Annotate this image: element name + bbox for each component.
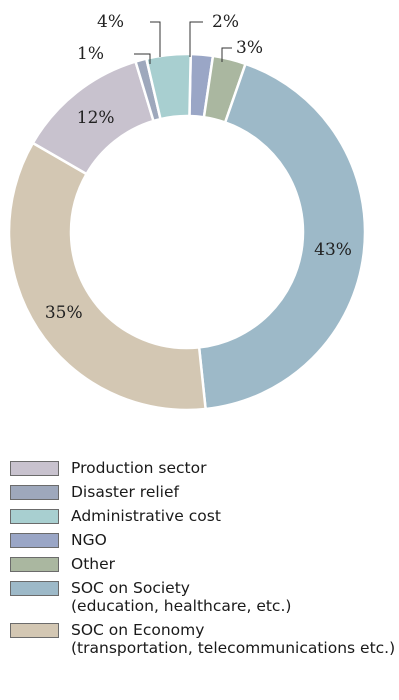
legend-item-soc-on-society: SOC on Society (education, healthcare, e… bbox=[10, 579, 395, 615]
legend-item-administrative-cost: Administrative cost bbox=[10, 507, 395, 525]
donut-chart: 2% 3% 43% 35% 12% 1% 4% bbox=[7, 12, 367, 412]
leader-line-ngo bbox=[189, 21, 203, 57]
legend-label: Production sector bbox=[71, 459, 207, 477]
legend-swatch bbox=[10, 485, 59, 500]
legend-item-ngo: NGO bbox=[10, 531, 395, 549]
slice-label-soc-on-economy: 35% bbox=[45, 303, 83, 323]
chart-legend: Production sector Disaster relief Admini… bbox=[10, 459, 395, 663]
slice-soc-on-economy bbox=[7, 141, 207, 412]
legend-label: Administrative cost bbox=[71, 507, 221, 525]
legend-sublabel: (transportation, telecommunications etc.… bbox=[71, 639, 396, 657]
donut-labels: 2% 3% 43% 35% 12% 1% 4% bbox=[45, 12, 352, 323]
legend-label: Disaster relief bbox=[71, 483, 179, 501]
legend-swatch bbox=[10, 581, 59, 596]
slice-label-production-sector: 12% bbox=[77, 108, 115, 128]
legend-label: SOC on Economy bbox=[71, 621, 205, 639]
slice-soc-on-society bbox=[197, 62, 367, 411]
legend-swatch bbox=[10, 533, 59, 548]
legend-label: NGO bbox=[71, 531, 107, 549]
legend-item-disaster-relief: Disaster relief bbox=[10, 483, 395, 501]
slice-label-ngo: 2% bbox=[212, 12, 239, 32]
leader-line-disaster-relief bbox=[134, 53, 151, 64]
leader-line-administrative-cost bbox=[150, 21, 161, 57]
legend-label: Other bbox=[71, 555, 116, 573]
donut-slices bbox=[7, 52, 367, 412]
legend-swatch bbox=[10, 623, 59, 638]
legend-swatch bbox=[10, 461, 59, 476]
legend-label: SOC on Society bbox=[71, 579, 190, 597]
legend-item-production-sector: Production sector bbox=[10, 459, 395, 477]
legend-swatch bbox=[10, 509, 59, 524]
legend-item-soc-on-economy: SOC on Economy (transportation, telecomm… bbox=[10, 621, 395, 657]
slice-label-soc-on-society: 43% bbox=[314, 240, 352, 260]
slice-label-administrative-cost: 4% bbox=[97, 12, 124, 32]
leader-line-other bbox=[221, 47, 232, 62]
slice-label-disaster-relief: 1% bbox=[77, 44, 104, 64]
legend-sublabel: (education, healthcare, etc.) bbox=[71, 597, 292, 615]
legend-item-other: Other bbox=[10, 555, 395, 573]
legend-swatch bbox=[10, 557, 59, 572]
slice-label-other: 3% bbox=[236, 38, 263, 58]
